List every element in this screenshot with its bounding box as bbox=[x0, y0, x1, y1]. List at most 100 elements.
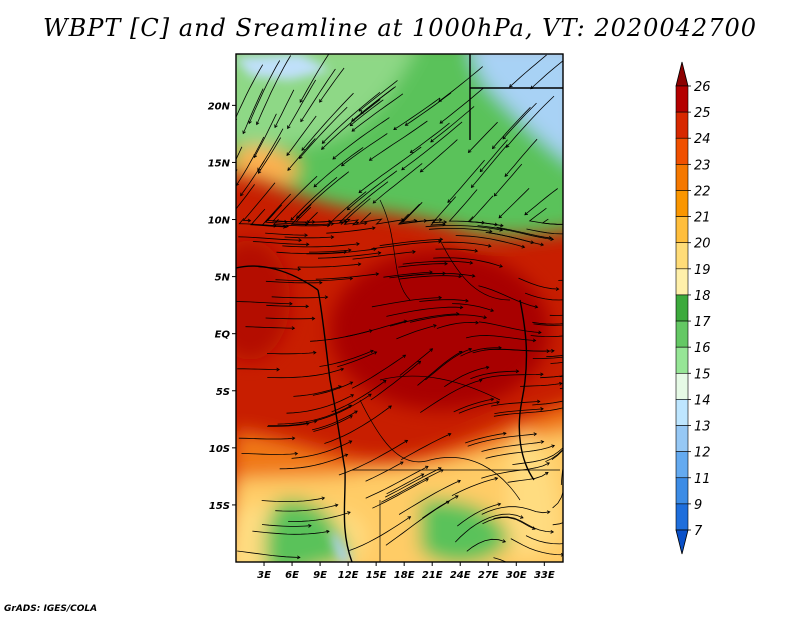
streamline bbox=[277, 404, 352, 425]
color-bar: 26 25 24 23 22 21 20 19 18 17 16 15 14 13 12 11 9 7 bbox=[675, 61, 711, 555]
streamline bbox=[252, 530, 330, 535]
streamline bbox=[274, 89, 295, 128]
streamline bbox=[266, 204, 310, 223]
streamline-arrow bbox=[294, 451, 299, 456]
streamline-arrow bbox=[274, 124, 278, 129]
streamline bbox=[433, 257, 503, 268]
streamline bbox=[322, 91, 381, 144]
streamline-arrow bbox=[479, 168, 484, 173]
lon-label: 6E bbox=[285, 570, 299, 581]
streamline-arrow bbox=[369, 329, 373, 333]
streamline-arrow bbox=[289, 301, 293, 306]
streamline bbox=[238, 437, 295, 440]
streamline-arrow bbox=[311, 316, 316, 321]
streamline bbox=[483, 348, 555, 352]
streamline bbox=[248, 60, 281, 124]
streamline bbox=[287, 79, 317, 129]
streamline-arrow bbox=[253, 154, 258, 159]
streamlines bbox=[236, 54, 605, 562]
streamline bbox=[468, 121, 498, 153]
streamline bbox=[496, 226, 552, 239]
streamline-arrow bbox=[287, 167, 291, 171]
lon-label: 12E bbox=[338, 570, 359, 581]
streamline bbox=[313, 147, 364, 188]
streamline-arrow bbox=[467, 149, 472, 153]
streamline bbox=[370, 360, 421, 401]
streamline bbox=[365, 461, 404, 482]
streamline-arrow bbox=[321, 496, 326, 501]
streamline bbox=[485, 231, 534, 244]
colorbar-swatch bbox=[675, 164, 689, 191]
streamline bbox=[236, 136, 265, 186]
streamline-arrow bbox=[350, 394, 355, 398]
streamline bbox=[351, 93, 404, 132]
streamline bbox=[261, 193, 291, 227]
streamline-arrow bbox=[344, 453, 349, 458]
streamline bbox=[271, 296, 328, 299]
streamline bbox=[398, 263, 448, 268]
streamline-arrow bbox=[500, 223, 504, 228]
streamline-arrow bbox=[585, 351, 588, 354]
streamline-arrow bbox=[358, 189, 363, 194]
streamline bbox=[266, 304, 309, 307]
streamline-arrow bbox=[487, 244, 492, 248]
streamline-arrow bbox=[494, 222, 499, 227]
streamline bbox=[419, 299, 469, 302]
streamline bbox=[359, 212, 405, 225]
streamline-arrow bbox=[509, 83, 513, 88]
colorbar-label: 18 bbox=[694, 289, 711, 304]
streamline-arrow bbox=[459, 305, 464, 310]
streamline bbox=[466, 335, 536, 341]
streamline-arrow bbox=[340, 367, 345, 372]
streamline bbox=[360, 87, 395, 114]
streamline-arrow bbox=[368, 393, 372, 398]
streamline-arrow bbox=[349, 381, 354, 385]
latitude-axis: 20N 15N 10N 5N EQ 5S 10S 15S bbox=[208, 101, 236, 512]
streamline bbox=[369, 120, 428, 161]
colorbar-swatch bbox=[675, 216, 689, 244]
streamline-arrow bbox=[602, 268, 605, 271]
streamline-arrow bbox=[248, 120, 252, 125]
streamline-arrow bbox=[340, 221, 345, 225]
streamline bbox=[530, 335, 563, 338]
streamline-arrow bbox=[276, 367, 280, 372]
streamline-arrow bbox=[471, 273, 476, 278]
streamline bbox=[477, 225, 554, 240]
streamline bbox=[279, 454, 348, 470]
streamline bbox=[479, 139, 508, 172]
colorbar-swatch bbox=[675, 85, 689, 113]
streamline bbox=[422, 495, 459, 519]
streamline bbox=[471, 144, 508, 188]
streamline bbox=[396, 324, 437, 340]
streamline-arrow bbox=[338, 385, 342, 389]
streamline-arrow bbox=[360, 110, 364, 114]
streamline-arrow bbox=[349, 122, 354, 127]
streamline-arrow bbox=[443, 220, 448, 225]
streamline bbox=[420, 379, 483, 413]
streamline bbox=[430, 106, 475, 143]
streamline bbox=[242, 88, 264, 134]
shade-coast-blue bbox=[332, 530, 352, 562]
streamline-arrow bbox=[343, 250, 348, 254]
streamline-arrow bbox=[326, 223, 331, 228]
streamline bbox=[504, 138, 538, 177]
streamline-arrow bbox=[319, 280, 323, 285]
streamline-arrow bbox=[601, 382, 604, 385]
streamline bbox=[237, 550, 300, 558]
streamline bbox=[299, 54, 330, 103]
streamline-arrow bbox=[483, 315, 488, 320]
streamline bbox=[545, 448, 563, 463]
streamline-arrow bbox=[291, 326, 296, 331]
streamline-arrow bbox=[419, 168, 424, 173]
streamline-arrow bbox=[349, 415, 353, 419]
streamline bbox=[559, 387, 563, 390]
streamline bbox=[286, 115, 317, 156]
streamline bbox=[436, 321, 479, 329]
streamline bbox=[276, 251, 347, 254]
streamline-arrow bbox=[532, 338, 537, 343]
streamline-arrow bbox=[346, 206, 351, 211]
streamline bbox=[417, 351, 463, 386]
chart-title: WBPT [C] and Sreamline at 1000hPa, VT: 2… bbox=[42, 14, 758, 42]
streamline-arrow bbox=[438, 98, 442, 102]
streamline-arrow bbox=[550, 529, 555, 534]
